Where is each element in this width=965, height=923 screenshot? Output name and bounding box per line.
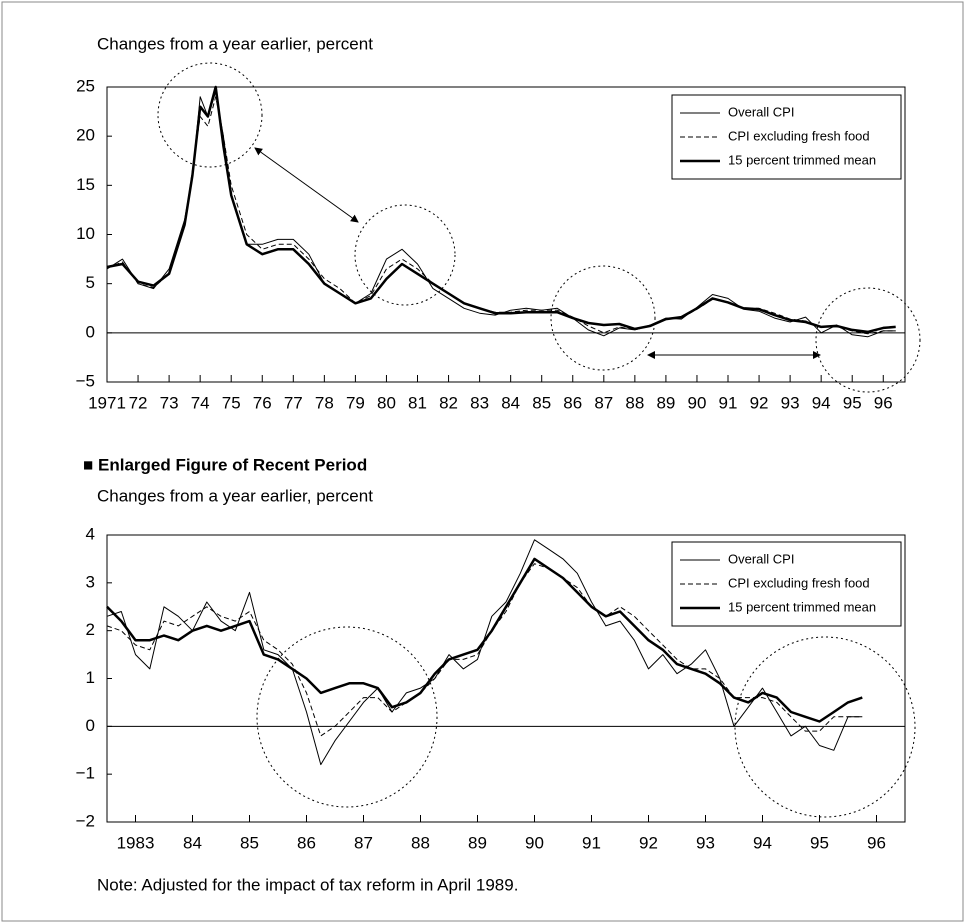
- legend-box: [671, 94, 902, 180]
- y-tick-label: 0: [86, 716, 95, 735]
- highlight-circle: [550, 265, 656, 371]
- series-line: [106, 539, 863, 766]
- x-tick-label: 90: [688, 393, 707, 412]
- x-tick-label: 72: [129, 393, 148, 412]
- legend-box: [671, 541, 902, 627]
- x-tick-label: 79: [346, 393, 365, 412]
- x-tick-label: 84: [501, 393, 520, 412]
- x-tick-label: 73: [160, 393, 179, 412]
- x-tick-label: 95: [843, 393, 862, 412]
- x-tick-label: 86: [563, 393, 582, 412]
- x-tick-label: 76: [253, 393, 272, 412]
- x-tick-label: 91: [582, 833, 601, 852]
- x-tick-label: 1971: [88, 393, 126, 412]
- legend-label: Overall CPI: [728, 104, 794, 119]
- y-tick-label: −2: [76, 811, 95, 830]
- series-line: [106, 563, 863, 737]
- x-tick-label: 84: [183, 833, 202, 852]
- series-line: [106, 557, 863, 723]
- y-tick-label: 3: [86, 572, 95, 591]
- x-tick-label: 94: [753, 833, 772, 852]
- x-tick-label: 85: [532, 393, 551, 412]
- y-tick-label: 4: [86, 524, 95, 543]
- y-tick-label: −5: [76, 371, 95, 390]
- y-tick-label: 5: [86, 273, 95, 292]
- y-tick-label: 15: [76, 175, 95, 194]
- x-tick-label: 80: [377, 393, 396, 412]
- y-tick-label: 1: [86, 668, 95, 687]
- y-tick-label: −1: [76, 764, 95, 783]
- x-tick-label: 88: [411, 833, 430, 852]
- x-tick-label: 93: [696, 833, 715, 852]
- x-tick-label: 75: [222, 393, 241, 412]
- x-tick-label: 89: [468, 833, 487, 852]
- legend-label: CPI excluding fresh food: [728, 575, 870, 590]
- note: Note: Adjusted for the impact of tax ref…: [97, 875, 518, 894]
- highlight-circle: [256, 626, 438, 808]
- x-tick-label: 96: [867, 833, 886, 852]
- x-tick-label: 96: [874, 393, 893, 412]
- x-tick-label: 91: [719, 393, 738, 412]
- x-tick-label: 81: [408, 393, 427, 412]
- x-tick-label: 85: [240, 833, 259, 852]
- series-line: [106, 85, 896, 334]
- annotations: [157, 62, 921, 818]
- y-tick-label: 20: [76, 126, 95, 145]
- x-tick-label: 92: [750, 393, 769, 412]
- y-tick-label: 0: [86, 322, 95, 341]
- x-tick-label: 74: [191, 393, 210, 412]
- y-axis-label: Changes from a year earlier, percent: [97, 486, 373, 505]
- y-axis-label: Changes from a year earlier, percent: [97, 34, 373, 53]
- arrow: [254, 147, 359, 223]
- x-tick-label: 87: [594, 393, 613, 412]
- y-tick-label: 2: [86, 620, 95, 639]
- x-tick-label: 89: [656, 393, 675, 412]
- x-tick-label: 94: [812, 393, 831, 412]
- x-tick-label: 95: [810, 833, 829, 852]
- x-tick-label: 86: [297, 833, 316, 852]
- legend-label: 15 percent trimmed mean: [728, 599, 876, 614]
- x-tick-label: 90: [525, 833, 544, 852]
- x-tick-label: 92: [639, 833, 658, 852]
- x-tick-label: 78: [315, 393, 334, 412]
- section-heading: ■ Enlarged Figure of Recent Period: [83, 455, 367, 474]
- x-tick-label: 88: [625, 393, 644, 412]
- legend-label: 15 percent trimmed mean: [728, 152, 876, 167]
- x-tick-label: 93: [781, 393, 800, 412]
- x-tick-label: 82: [439, 393, 458, 412]
- highlight-circle: [354, 204, 456, 306]
- x-tick-label: 83: [470, 393, 489, 412]
- x-tick-label: 87: [354, 833, 373, 852]
- highlight-circle: [157, 62, 263, 168]
- y-tick-label: 25: [76, 76, 95, 95]
- x-tick-label: 77: [284, 393, 303, 412]
- legend-label: CPI excluding fresh food: [728, 128, 870, 143]
- highlight-circle: [734, 636, 916, 818]
- y-tick-label: 10: [76, 224, 95, 243]
- highlight-circle: [815, 287, 921, 393]
- x-tick-label: 1983: [117, 833, 155, 852]
- legend-label: Overall CPI: [728, 551, 794, 566]
